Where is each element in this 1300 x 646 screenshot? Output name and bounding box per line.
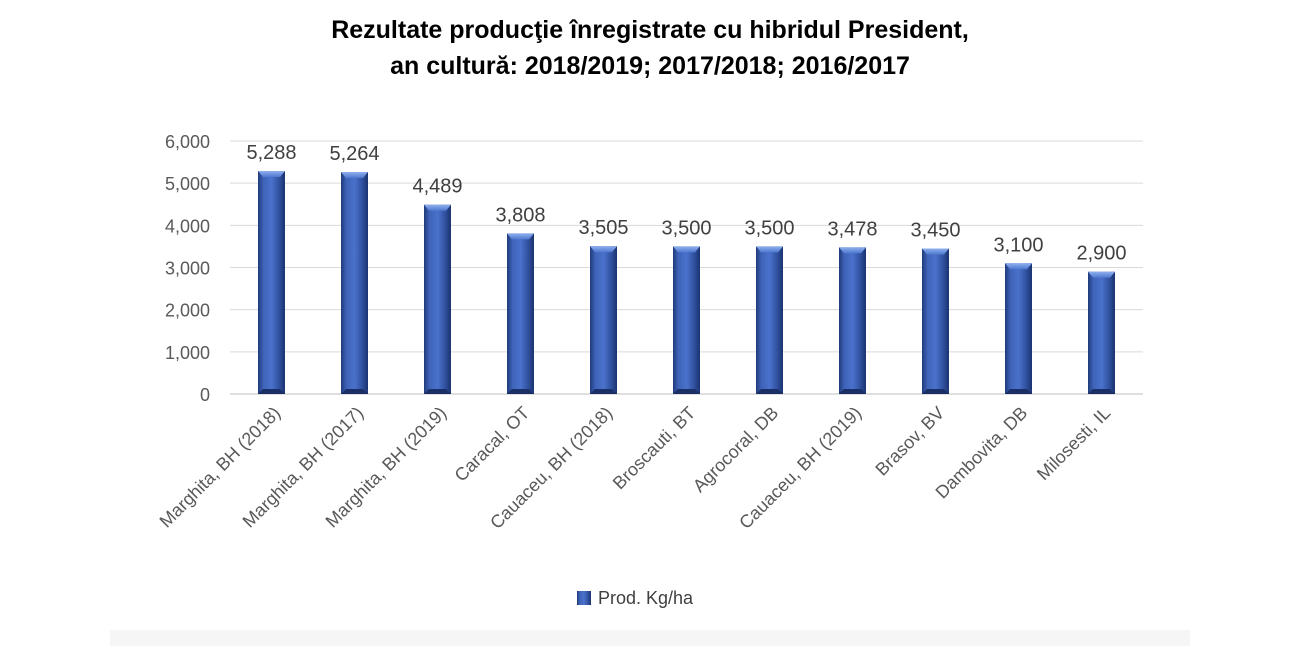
bar-cap	[756, 246, 783, 253]
bar-base	[1005, 389, 1032, 394]
bar-base	[1088, 389, 1115, 394]
data-label: 4,489	[412, 176, 462, 198]
bar-base	[756, 389, 783, 394]
bar	[590, 246, 617, 394]
data-label: 3,450	[910, 220, 960, 242]
data-label: 3,478	[827, 218, 877, 240]
x-tick-label: Milosesti, IL	[1033, 403, 1114, 484]
bar	[673, 246, 700, 394]
x-tick-label: Caracal, OT	[451, 403, 534, 486]
data-label: 5,264	[329, 143, 379, 165]
data-label: 3,808	[495, 204, 545, 226]
data-label: 5,288	[246, 142, 296, 164]
bar-base	[424, 389, 451, 394]
bar-cap	[590, 246, 617, 253]
bar	[507, 233, 534, 394]
bar-base	[922, 389, 949, 394]
bar-cap	[341, 172, 368, 179]
data-labels: 5,288 5,264 4,489 3,808 3,505 3,500 3,500 3,478…	[246, 142, 1126, 265]
y-tick-label: 5,000	[165, 174, 210, 194]
bar	[424, 204, 451, 394]
data-label: 2,900	[1076, 243, 1126, 265]
bar-cap	[1005, 263, 1032, 270]
bar	[756, 246, 783, 394]
y-tick-label: 6,000	[165, 132, 210, 152]
data-label: 3,500	[744, 217, 794, 239]
bar-cap	[673, 246, 700, 253]
bar	[1005, 263, 1032, 394]
bar-base	[839, 389, 866, 394]
bar-cap	[507, 233, 534, 240]
bar-base	[673, 389, 700, 394]
bar-cap	[258, 171, 285, 178]
x-tick-label: Brasov, BV	[871, 403, 948, 480]
legend-swatch	[577, 591, 591, 605]
chart-title-line-2: an cultură: 2018/2019; 2017/2018; 2016/2…	[390, 52, 910, 80]
bar-base	[507, 389, 534, 394]
bar	[341, 172, 368, 394]
data-label: 3,505	[578, 217, 628, 239]
bars	[258, 171, 1115, 394]
bar-cap	[424, 204, 451, 211]
bar-cap	[922, 248, 949, 255]
y-tick-label: 2,000	[165, 301, 210, 321]
bar	[258, 171, 285, 394]
chart-title-line-1: Rezultate producţie înregistrate cu hibr…	[331, 16, 969, 44]
data-label: 3,100	[993, 234, 1043, 256]
bar	[1088, 271, 1115, 394]
legend-label: Prod. Kg/ha	[598, 588, 694, 608]
y-axis-tick-labels: 0 1,000 2,000 3,000 4,000 5,000 6,000	[165, 132, 210, 405]
bar-cap	[839, 247, 866, 254]
y-tick-label: 0	[200, 385, 210, 405]
x-tick-label: Agrocoral, DB	[689, 403, 782, 496]
y-tick-label: 1,000	[165, 343, 210, 363]
y-tick-label: 4,000	[165, 216, 210, 236]
bottom-strip	[110, 630, 1190, 646]
bar	[922, 248, 949, 394]
x-axis-tick-labels: Marghita, BH (2018)Marghita, BH (2017)Ma…	[156, 403, 1115, 533]
bar-cap	[1088, 271, 1115, 278]
bar	[839, 247, 866, 394]
x-tick-label: Broscauti, BT	[609, 403, 700, 494]
data-label: 3,500	[661, 217, 711, 239]
y-tick-label: 3,000	[165, 259, 210, 279]
legend: Prod. Kg/ha	[577, 588, 694, 608]
bar-base	[341, 389, 368, 394]
bar-base	[590, 389, 617, 394]
chart-title: Rezultate producţie înregistrate cu hibr…	[0, 12, 1300, 84]
bar-base	[258, 389, 285, 394]
